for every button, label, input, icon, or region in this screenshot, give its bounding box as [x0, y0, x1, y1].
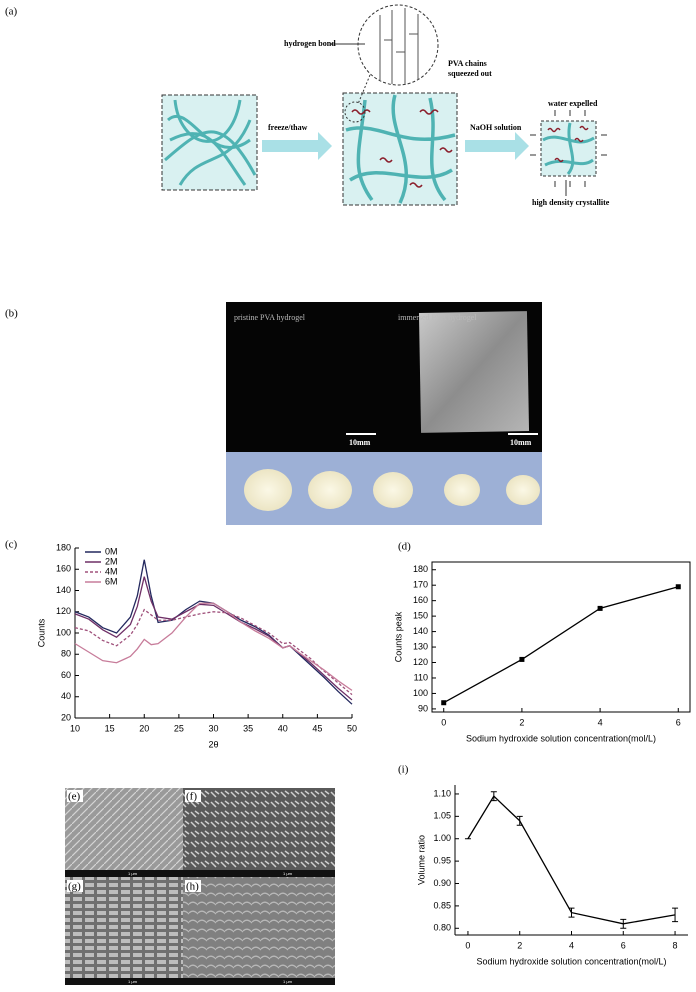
- annotation: hydrogen bond: [284, 39, 336, 48]
- photograph: pristine PVA hydrogel immersed PVA hydro…: [226, 302, 542, 525]
- x-tick-label: 0: [465, 940, 470, 950]
- y-tick-label: 110: [414, 672, 428, 682]
- panel-label: (b): [5, 308, 18, 320]
- annotation: high density crystallite: [532, 198, 610, 207]
- y-tick-label: 160: [413, 595, 428, 605]
- y-tick-label: 0.85: [433, 900, 451, 910]
- sem-label: (h): [186, 881, 199, 893]
- x-tick-label: 2: [519, 717, 524, 727]
- y-tick-label: 90: [418, 703, 428, 713]
- y-tick-label: 0.80: [433, 923, 451, 933]
- y-tick-label: 40: [61, 691, 71, 701]
- data-point: [675, 584, 681, 590]
- arrow-label: NaOH solution: [470, 123, 522, 132]
- x-tick-label: 4: [598, 717, 603, 727]
- sem-label: (e): [68, 791, 81, 803]
- x-tick-label: 0: [441, 717, 446, 727]
- x-axis-label: Sodium hydroxide solution concentration(…: [476, 956, 666, 966]
- y-tick-label: 140: [56, 585, 71, 595]
- y-tick-label: 120: [413, 657, 428, 667]
- y-tick-label: 170: [413, 580, 428, 590]
- y-tick-label: 1.05: [433, 811, 451, 821]
- y-tick-label: 130: [413, 641, 428, 651]
- legend-label: 6M: [105, 576, 118, 586]
- plot-frame: [431, 561, 691, 713]
- x-tick-label: 30: [208, 723, 218, 733]
- y-tick-label: 100: [56, 627, 71, 637]
- y-tick-label: 0.95: [433, 855, 451, 865]
- x-tick-label: 4: [569, 940, 574, 950]
- scale-label: 1 μm: [128, 979, 138, 984]
- panel-label: (i): [398, 764, 409, 776]
- error-bar: [568, 907, 575, 918]
- y-tick-label: 100: [413, 688, 428, 698]
- caption: pristine PVA hydrogel: [234, 313, 306, 322]
- x-axis-label: 2θ: [208, 739, 218, 749]
- legend-label: 2M: [105, 556, 118, 566]
- panel-label: (c): [5, 539, 18, 551]
- scale-label: 10mm: [510, 438, 532, 447]
- x-tick-label: 15: [105, 723, 115, 733]
- y-tick-label: 20: [61, 712, 71, 722]
- x-tick-label: 6: [676, 717, 681, 727]
- error-bar: [620, 918, 627, 929]
- y-tick-label: 150: [413, 610, 428, 620]
- y-tick-label: 160: [56, 564, 71, 574]
- y-tick-label: 180: [56, 542, 71, 552]
- data-line: [443, 586, 679, 704]
- panel-label: (a): [5, 6, 18, 18]
- y-axis-label: Counts: [36, 618, 46, 647]
- annotation: squeezed out: [448, 69, 492, 78]
- error-bar: [672, 907, 679, 923]
- annotation: PVA chains: [448, 59, 487, 68]
- caption: immersed PVA hydrogel: [398, 313, 477, 322]
- x-tick-label: 20: [139, 723, 149, 733]
- data-point: [441, 700, 447, 706]
- sem-images: (e) (f) (g) (h) 1 μm 1 μm 1 μm 1 μm: [65, 788, 335, 985]
- annotation: water expelled: [548, 99, 598, 108]
- scale-label: 1 μm: [283, 979, 293, 984]
- error-bar: [516, 815, 523, 826]
- error-bar: [490, 791, 497, 802]
- data-line: [74, 608, 353, 696]
- data-line: [74, 602, 353, 691]
- y-tick-label: 180: [413, 564, 428, 574]
- x-tick-label: 35: [243, 723, 253, 733]
- data-point: [597, 605, 603, 611]
- y-tick-label: 0.90: [433, 878, 451, 888]
- x-axis-label: Sodium hydroxide solution concentration(…: [466, 733, 656, 743]
- y-tick-label: 140: [413, 626, 428, 636]
- data-line: [74, 559, 353, 705]
- x-tick-label: 25: [174, 723, 184, 733]
- sem-label: (f): [186, 791, 197, 803]
- x-tick-label: 45: [312, 723, 322, 733]
- x-tick-label: 40: [278, 723, 288, 733]
- legend-label: 0M: [105, 546, 118, 556]
- x-tick-label: 50: [347, 723, 357, 733]
- data-line: [74, 576, 353, 701]
- scale-label: 10mm: [349, 438, 371, 447]
- y-axis-label: Counts peak: [393, 611, 403, 662]
- scale-label: 1 μm: [283, 871, 293, 876]
- y-tick-label: 120: [56, 606, 71, 616]
- x-tick-label: 10: [70, 723, 80, 733]
- y-tick-label: 1.00: [433, 833, 451, 843]
- y-tick-label: 80: [61, 649, 71, 659]
- x-tick-label: 6: [621, 940, 626, 950]
- y-tick-label: 1.10: [433, 788, 451, 798]
- sem-label: (g): [68, 881, 81, 893]
- schematic: hydrogen bond PVA chains squeezed out fr…: [161, 4, 610, 207]
- y-tick-label: 60: [61, 670, 71, 680]
- scale-label: 1 μm: [128, 871, 138, 876]
- y-axis-label: Volume ratio: [416, 835, 426, 885]
- x-tick-label: 8: [673, 940, 678, 950]
- data-point: [519, 656, 525, 662]
- data-line: [467, 795, 676, 925]
- arrow-label: freeze/thaw: [268, 123, 308, 132]
- x-tick-label: 2: [517, 940, 522, 950]
- panel-label: (d): [398, 541, 411, 553]
- legend-label: 4M: [105, 566, 118, 576]
